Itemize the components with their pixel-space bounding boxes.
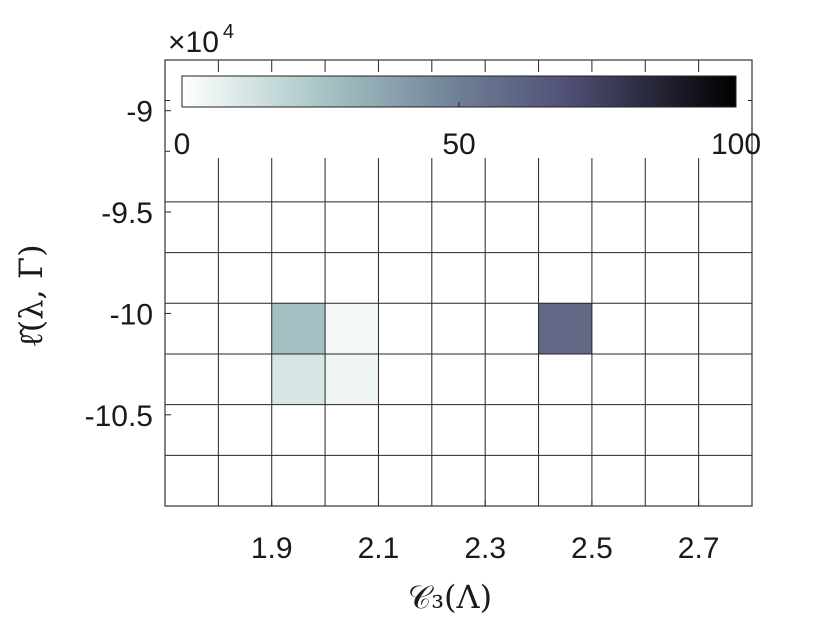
y-tick-label: -10.5: [85, 400, 153, 433]
y-multiplier-exponent: 4: [223, 21, 234, 43]
grid-lines: [165, 60, 752, 506]
colorbar-tick-label: 0: [174, 128, 191, 161]
x-tick-label: 2.5: [571, 532, 613, 565]
y-tick-label: -9.5: [101, 197, 153, 230]
colorbar: 0 50 100: [170, 72, 761, 161]
y-axis-label: ℓ̂(λ, Γ): [12, 244, 50, 347]
x-tick-label: 2.7: [678, 532, 720, 565]
heatmap-cell-4: [538, 303, 592, 354]
y-multiplier-base: ×10: [168, 26, 219, 59]
heatmap-cell-2: [271, 353, 326, 405]
colorbar-gradient: [181, 75, 737, 108]
x-tick-label: 2.1: [358, 532, 400, 565]
colorbar-tick-label: 50: [442, 128, 475, 161]
heatmap-cells: [271, 303, 592, 405]
x-tick-label: 1.9: [251, 532, 293, 565]
heatmap-cell-3: [325, 353, 379, 405]
heatmap-cell-1: [325, 303, 379, 354]
plot-area-frame: [164, 59, 753, 507]
colorbar-ticks: 0 50 100: [174, 102, 761, 161]
colorbar-tick-label: 100: [711, 128, 761, 161]
y-multiplier: ×10 4: [168, 21, 234, 59]
y-tick-label: -9: [126, 96, 153, 129]
heatmap-cell-0: [271, 303, 326, 354]
x-axis-label: 𝒞₃(Λ): [408, 578, 492, 616]
x-axis-ticks: 1.9 2.1 2.3 2.5 2.7: [251, 500, 720, 565]
y-axis-ticks: -9 -9.5 -10 -10.5: [85, 96, 171, 433]
y-tick-label: -10: [110, 298, 153, 331]
x-tick-label: 2.3: [464, 532, 506, 565]
